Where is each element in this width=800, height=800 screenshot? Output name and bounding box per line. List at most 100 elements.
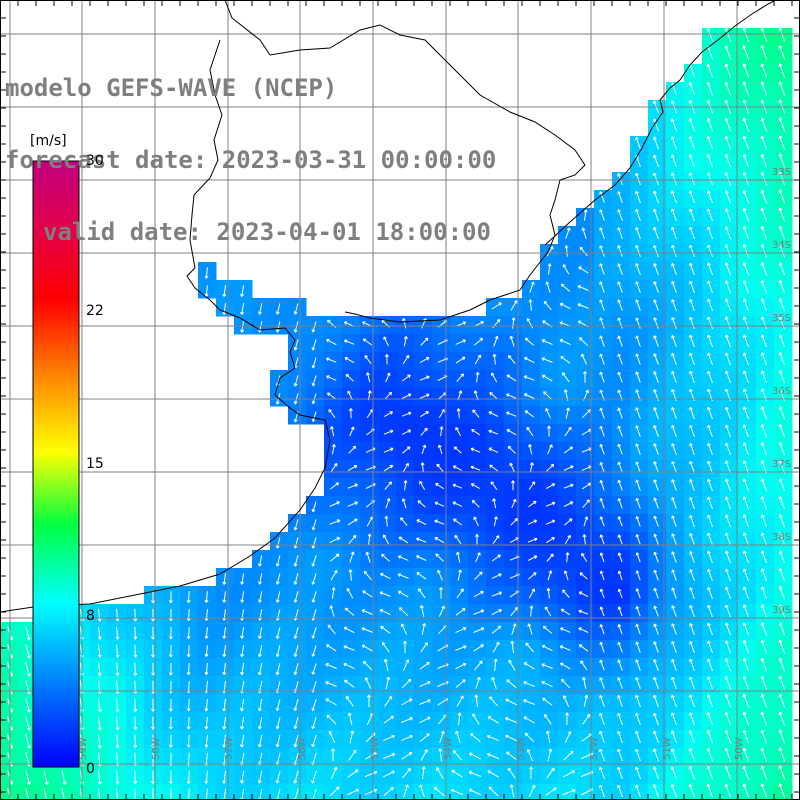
wind-cell bbox=[342, 784, 361, 800]
wind-arrow bbox=[706, 208, 713, 222]
wind-arrow bbox=[635, 136, 641, 150]
wind-arrow bbox=[760, 207, 768, 222]
wind-arrow bbox=[724, 135, 732, 150]
wind-arrow bbox=[778, 225, 786, 240]
wind-arrow bbox=[671, 208, 677, 222]
wind-arrow bbox=[778, 207, 786, 222]
wind-arrow bbox=[760, 189, 768, 204]
wind-arrow bbox=[688, 118, 696, 132]
wind-arrow bbox=[778, 135, 786, 150]
wind-arrow bbox=[778, 45, 786, 60]
wind-arrow bbox=[583, 209, 588, 221]
wind-arrow bbox=[670, 190, 677, 204]
wind-arrow bbox=[742, 27, 750, 42]
wind-arrow bbox=[724, 63, 732, 78]
wind-arrow bbox=[742, 135, 750, 150]
wind-arrow bbox=[706, 190, 713, 204]
wind-arrow bbox=[724, 190, 731, 204]
wind-arrow bbox=[778, 189, 786, 204]
wind-arrow bbox=[778, 153, 786, 168]
wind-arrow bbox=[599, 227, 605, 239]
wind-arrow bbox=[671, 226, 677, 240]
wind-arrow bbox=[688, 136, 696, 150]
wind-arrow bbox=[635, 226, 641, 240]
wind-arrow bbox=[706, 135, 714, 150]
wind-cell bbox=[684, 784, 703, 800]
wind-arrow bbox=[742, 190, 750, 204]
wind-cell bbox=[756, 784, 775, 800]
wind-arrow bbox=[724, 117, 732, 132]
wind-cell bbox=[666, 784, 685, 800]
wind-arrow bbox=[653, 118, 659, 132]
wind-arrow bbox=[778, 27, 786, 42]
wind-arrow bbox=[760, 81, 768, 96]
wind-arrow bbox=[688, 82, 696, 96]
wind-arrow bbox=[724, 154, 732, 168]
wind-arrow bbox=[742, 81, 750, 96]
wind-arrow bbox=[724, 81, 732, 96]
wind-arrow bbox=[670, 118, 677, 132]
wind-arrow bbox=[689, 226, 695, 240]
wind-arrow bbox=[671, 244, 677, 258]
wind-arrow bbox=[724, 45, 732, 60]
wind-cell bbox=[774, 784, 793, 800]
wind-arrow bbox=[617, 227, 623, 239]
wind-arrow bbox=[724, 27, 732, 42]
wind-arrow bbox=[742, 208, 750, 222]
wind-arrow bbox=[707, 226, 713, 240]
wind-arrow bbox=[564, 245, 569, 257]
wind-cell bbox=[360, 784, 379, 800]
wind-arrow bbox=[653, 154, 659, 168]
colorbar-tick: 8 bbox=[86, 608, 95, 624]
forecast-date: forecast date: 2023-03-31 00:00:00 bbox=[5, 146, 497, 174]
wind-arrow bbox=[742, 117, 750, 132]
wind-arrow bbox=[724, 172, 731, 186]
wind-arrow bbox=[581, 227, 587, 239]
title-block: modelo GEFS-WAVE (NCEP) forecast date: 2… bbox=[5, 28, 496, 268]
wind-arrow bbox=[653, 190, 659, 204]
wind-arrow bbox=[635, 190, 641, 204]
wind-cell bbox=[612, 784, 631, 800]
wind-arrow bbox=[653, 208, 659, 222]
colorbar-tick: 15 bbox=[86, 456, 104, 472]
wind-arrow bbox=[565, 227, 571, 239]
wind-arrow bbox=[760, 45, 768, 60]
wind-arrow bbox=[742, 45, 750, 60]
wind-arrow bbox=[724, 226, 731, 240]
colorbar-unit: [m/s] bbox=[30, 133, 67, 149]
wind-arrow bbox=[742, 63, 750, 78]
wind-cell bbox=[576, 784, 595, 800]
wind-cell bbox=[0, 784, 19, 800]
wind-arrow bbox=[670, 136, 677, 150]
colorbar-tick: 22 bbox=[86, 303, 104, 319]
wind-arrow bbox=[653, 136, 659, 150]
wind-arrow bbox=[760, 117, 768, 132]
wind-arrow bbox=[653, 172, 659, 186]
wind-cell bbox=[738, 784, 757, 800]
wind-arrow bbox=[617, 245, 623, 257]
wind-arrow bbox=[688, 172, 695, 186]
wind-arrow bbox=[670, 82, 677, 96]
wind-arrow bbox=[653, 226, 659, 240]
wind-arrow bbox=[579, 246, 588, 257]
wind-arrow bbox=[689, 208, 695, 222]
wind-arrow bbox=[724, 208, 731, 222]
wind-arrow bbox=[599, 245, 605, 257]
wind-arrow bbox=[742, 153, 750, 168]
wind-cell bbox=[558, 784, 577, 800]
wind-cell bbox=[720, 784, 739, 800]
wind-arrow bbox=[688, 154, 695, 168]
wind-arrow bbox=[635, 172, 641, 186]
wind-arrow bbox=[760, 63, 768, 78]
wind-arrow bbox=[760, 27, 768, 42]
wind-arrow bbox=[635, 244, 641, 257]
wind-arrow bbox=[760, 225, 768, 240]
wind-arrow bbox=[706, 63, 714, 78]
wind-cell bbox=[468, 784, 487, 800]
wind-arrow bbox=[778, 117, 786, 132]
wind-cell bbox=[414, 784, 433, 800]
wind-cell bbox=[630, 784, 649, 800]
wind-cell bbox=[450, 784, 469, 800]
wind-arrow bbox=[742, 172, 750, 186]
wind-arrow bbox=[617, 209, 623, 221]
